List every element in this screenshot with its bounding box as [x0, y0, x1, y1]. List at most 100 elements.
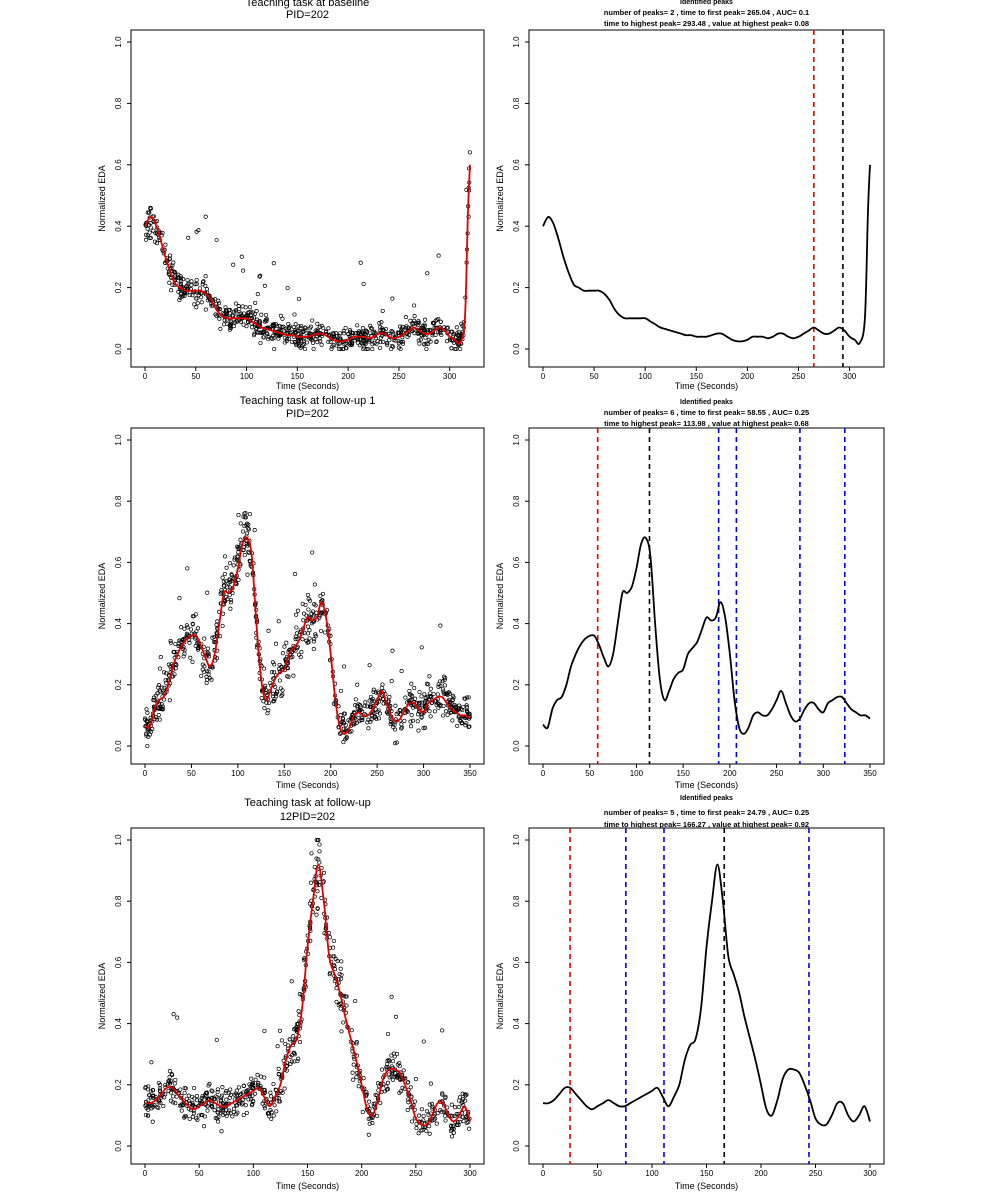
- data-point: [221, 583, 227, 588]
- data-point: [352, 722, 357, 727]
- data-point: [372, 331, 377, 336]
- data-point: [278, 313, 283, 318]
- data-point: [178, 274, 183, 279]
- data-point: [250, 1093, 255, 1098]
- data-point: [377, 321, 382, 326]
- data-point: [209, 1101, 214, 1106]
- data-point: [180, 1103, 185, 1108]
- data-point: [193, 282, 198, 287]
- data-point: [424, 1128, 429, 1134]
- smoothed-eda-line: [542, 536, 871, 735]
- data-point: [187, 640, 192, 645]
- data-point: [199, 673, 204, 678]
- data-point: [366, 1116, 371, 1121]
- data-point: [418, 1128, 423, 1133]
- x-tick-label: 150: [301, 1169, 315, 1178]
- data-point: [431, 691, 436, 696]
- data-point: [267, 1114, 272, 1119]
- data-point: [148, 205, 153, 210]
- data-point: [168, 1090, 173, 1095]
- data-point: [403, 315, 408, 320]
- data-point: [245, 526, 251, 531]
- data-point: [167, 280, 172, 285]
- data-point: [204, 287, 209, 292]
- data-point: [364, 1092, 369, 1097]
- data-point: [262, 666, 267, 671]
- chart-subtitle-2: time to highest peak= 166.27 , value at …: [604, 820, 809, 829]
- data-point: [455, 723, 460, 728]
- data-point: [179, 1103, 184, 1108]
- data-point: [204, 680, 209, 685]
- data-point: [272, 1103, 277, 1108]
- data-point: [168, 638, 173, 643]
- data-point: [296, 324, 301, 329]
- data-point: [223, 1111, 228, 1116]
- data-point: [408, 1085, 413, 1090]
- data-point: [272, 346, 277, 352]
- data-point: [305, 640, 310, 645]
- data-point: [171, 1012, 176, 1017]
- data-point: [300, 329, 305, 334]
- data-point: [287, 1037, 292, 1042]
- data-point: [194, 305, 199, 310]
- x-tick-label: 50: [590, 372, 599, 381]
- data-point: [390, 329, 395, 334]
- data-point: [315, 340, 320, 345]
- data-point: [143, 731, 149, 736]
- x-tick-label: 50: [585, 769, 594, 778]
- data-point: [193, 643, 198, 648]
- data-point: [380, 308, 385, 313]
- data-point: [449, 1102, 454, 1107]
- data-point: [296, 328, 301, 334]
- data-point: [203, 283, 208, 288]
- data-point: [179, 276, 184, 281]
- data-point: [306, 607, 311, 612]
- data-point: [220, 623, 225, 629]
- data-point: [436, 702, 441, 707]
- data-point: [219, 1129, 224, 1134]
- data-point: [247, 527, 252, 532]
- data-point: [236, 513, 241, 518]
- data-point: [143, 716, 148, 721]
- plot-frame: [130, 29, 485, 368]
- data-point: [163, 1082, 168, 1087]
- data-point: [194, 629, 199, 634]
- data-point: [445, 325, 450, 330]
- data-point: [338, 731, 343, 736]
- data-point: [347, 729, 352, 735]
- data-point: [144, 707, 149, 712]
- data-point: [228, 1111, 233, 1116]
- data-point: [368, 323, 373, 328]
- data-point: [362, 331, 367, 337]
- data-point: [253, 327, 258, 332]
- data-point: [385, 1058, 390, 1063]
- data-point: [205, 1108, 210, 1113]
- data-point: [234, 1088, 239, 1093]
- data-point: [442, 683, 447, 688]
- data-point: [246, 549, 251, 554]
- data-point: [224, 1097, 229, 1102]
- data-point: [408, 318, 413, 323]
- y-tick-label: 0.0: [512, 343, 521, 355]
- data-point: [369, 717, 374, 722]
- data-point: [289, 329, 294, 335]
- data-point: [216, 298, 221, 303]
- data-point: [230, 591, 235, 596]
- data-point: [293, 329, 298, 334]
- data-point: [289, 339, 294, 344]
- data-point: [250, 1102, 255, 1107]
- data-point: [274, 1109, 279, 1114]
- data-point: [381, 339, 386, 344]
- data-point: [445, 712, 450, 717]
- data-point: [425, 271, 430, 276]
- data-point: [313, 328, 318, 333]
- data-point: [232, 1092, 237, 1097]
- data-point: [317, 842, 322, 847]
- data-point: [368, 704, 373, 709]
- data-point: [259, 312, 264, 317]
- data-point: [467, 711, 472, 716]
- data-point: [337, 331, 342, 336]
- data-point: [439, 332, 444, 338]
- data-point: [392, 1075, 397, 1080]
- data-point: [327, 935, 332, 940]
